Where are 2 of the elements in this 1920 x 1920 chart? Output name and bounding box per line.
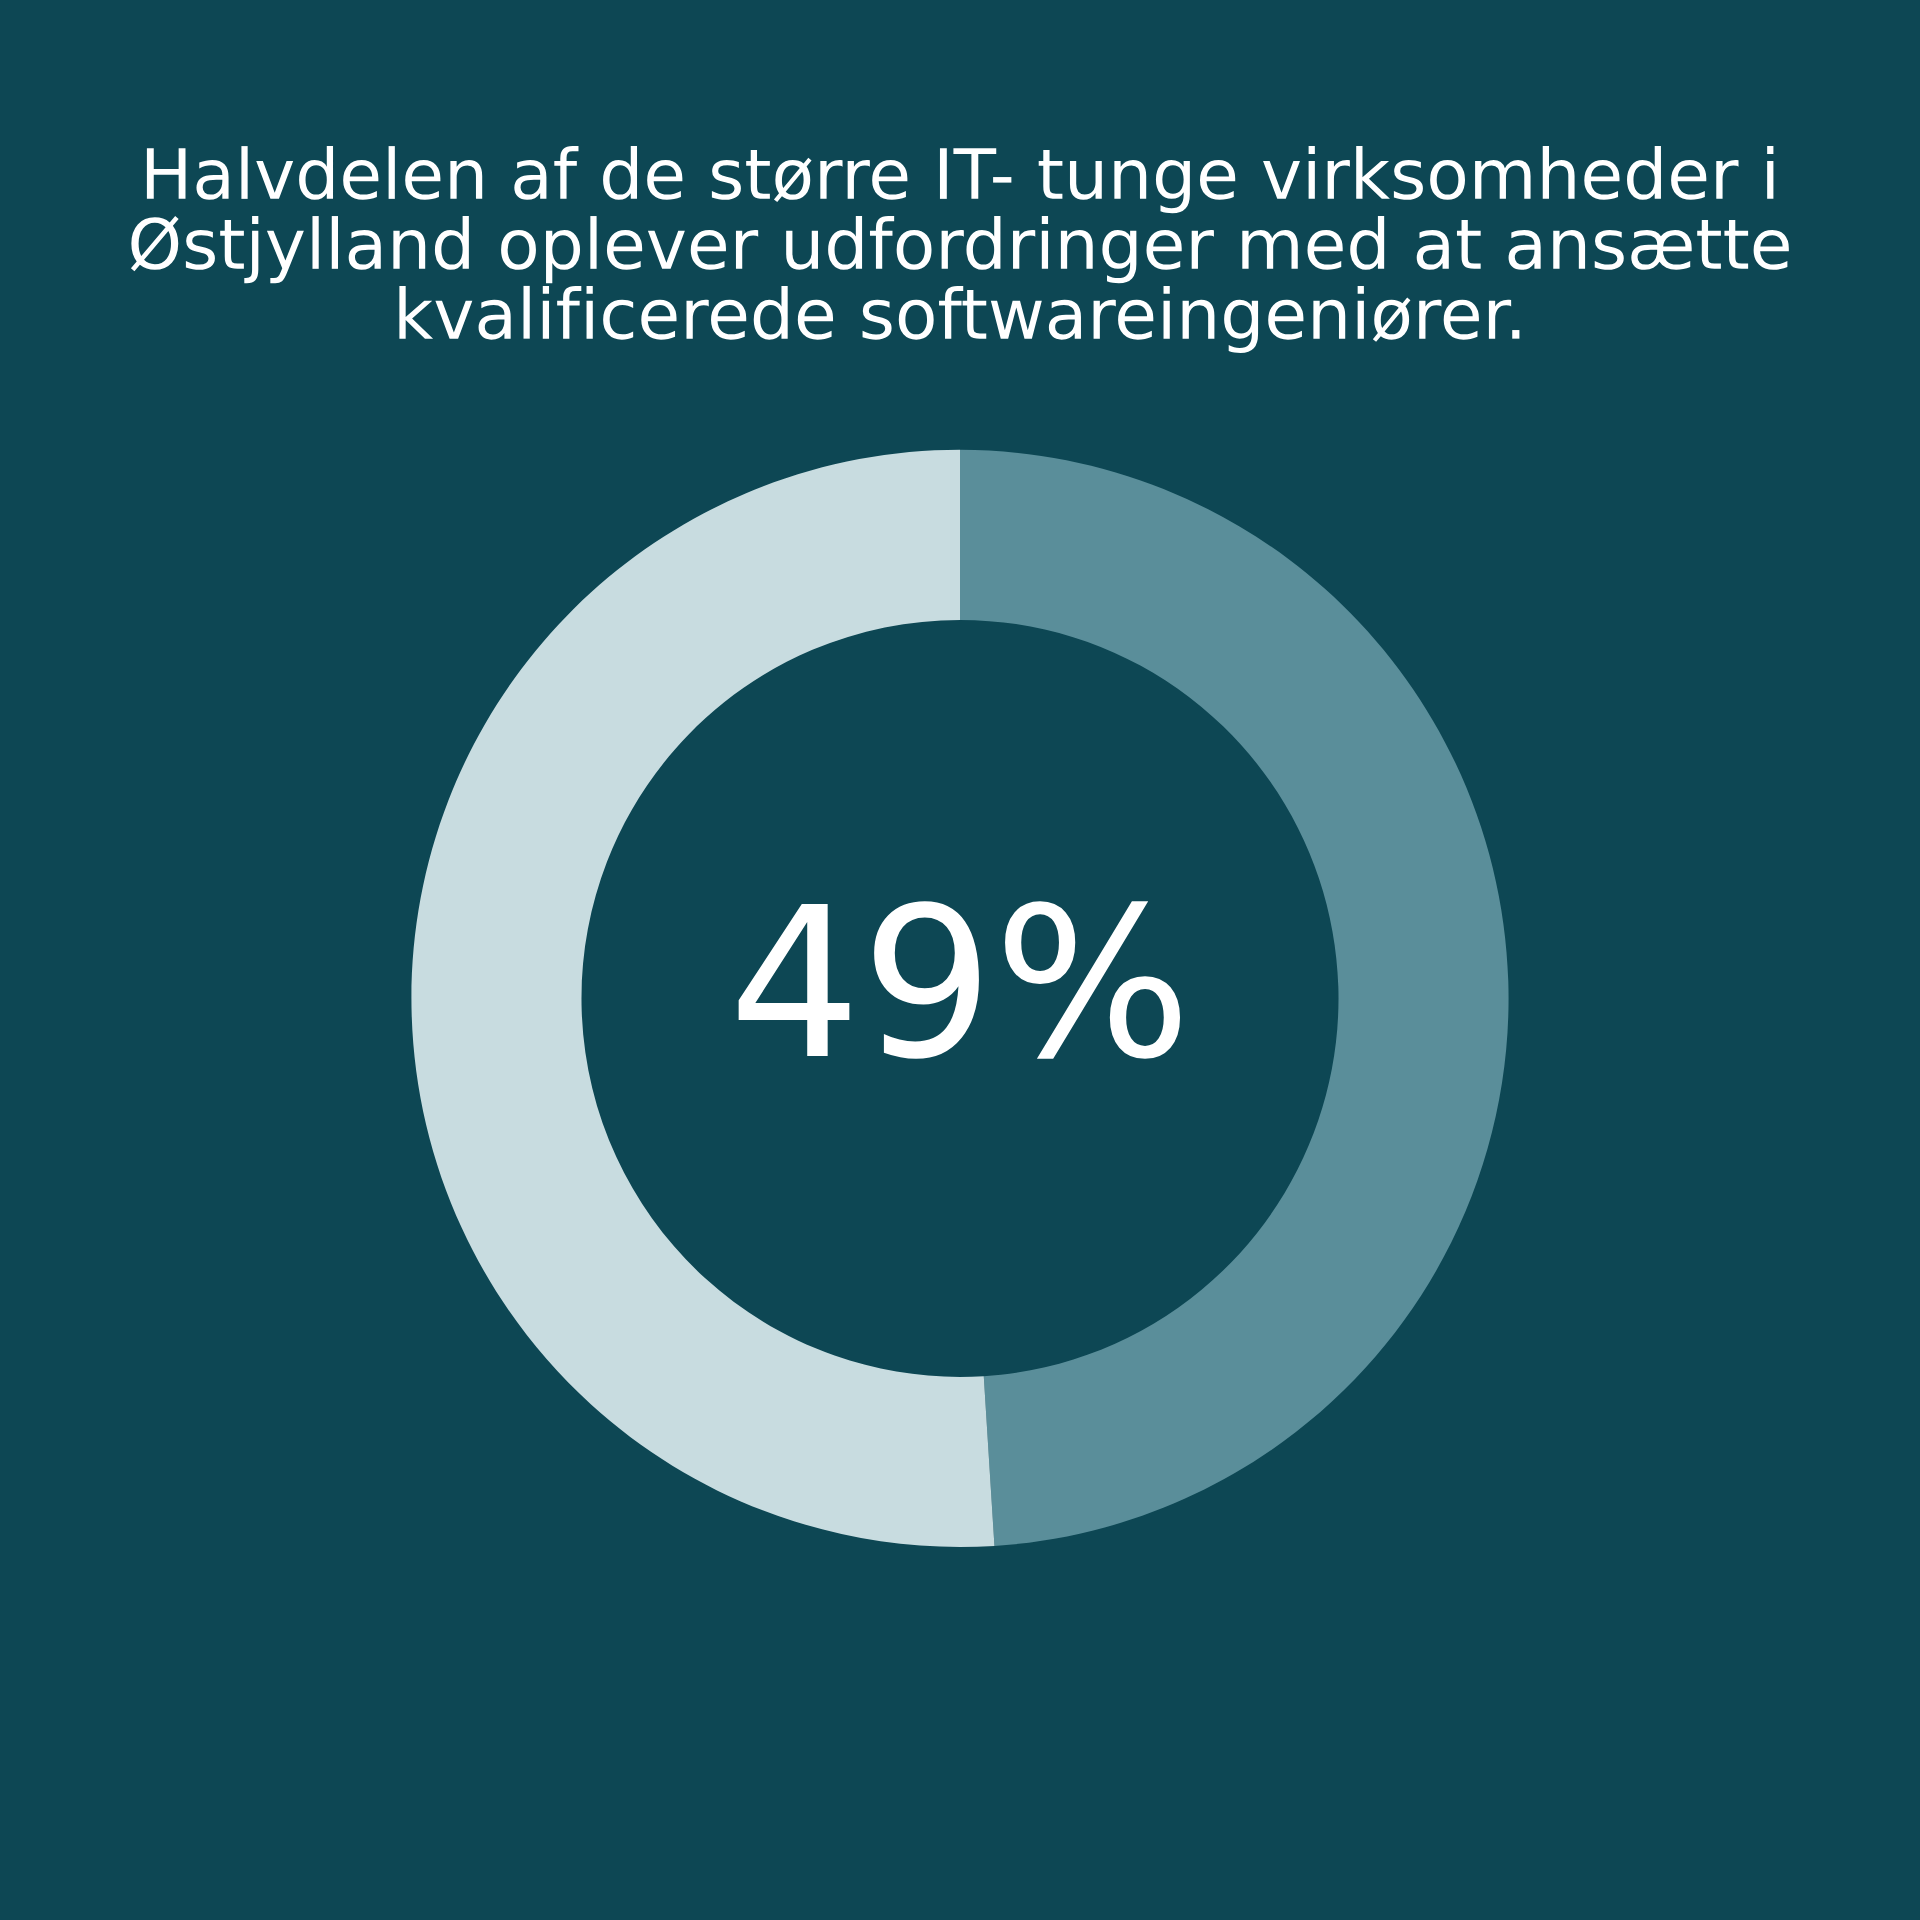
chart-title: Halvdelen af de større IT- tunge virksomheder i Østjylland oplever udfordringer med at ansætte kvalificerede softwareingeniører. bbox=[130, 146, 1789, 354]
data-label: 49% bbox=[738, 901, 1181, 1059]
